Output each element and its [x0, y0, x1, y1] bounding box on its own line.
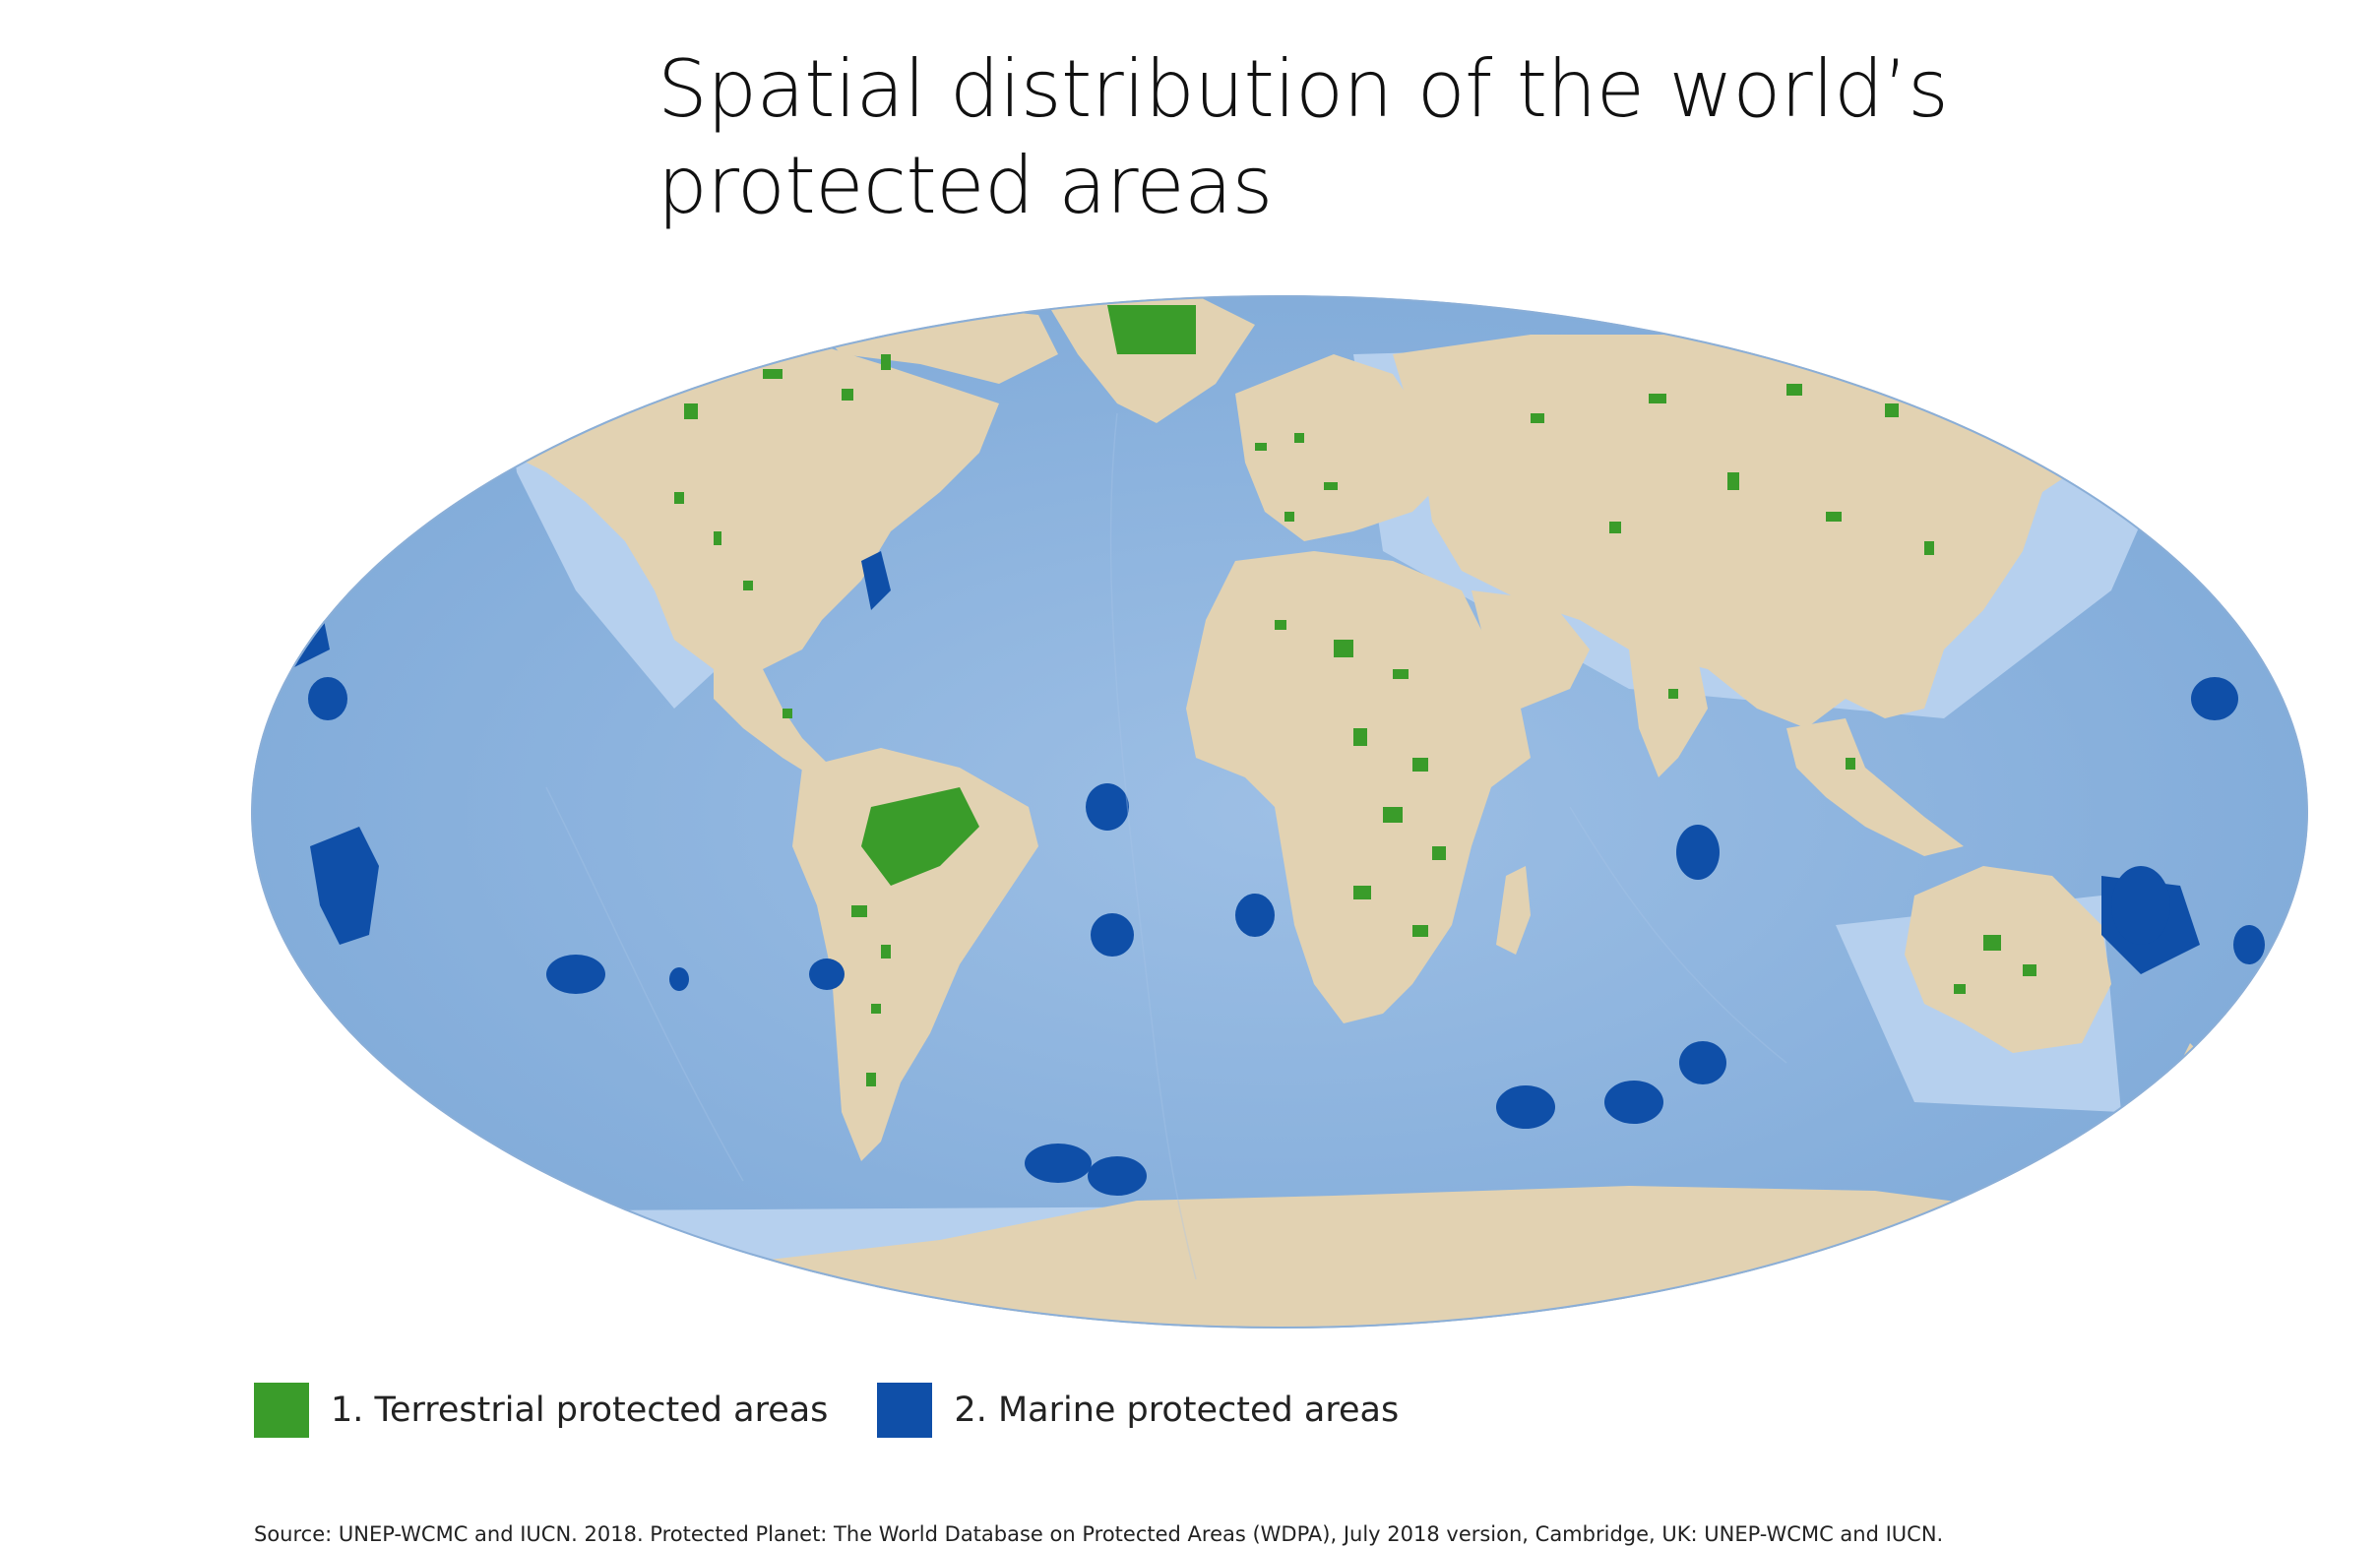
- terrestrial-area: [684, 403, 698, 419]
- terrestrial-area: [1649, 394, 1666, 403]
- terrestrial-area: [1393, 669, 1409, 679]
- land-australia: [1905, 866, 2111, 1053]
- terrestrial-area: [1383, 807, 1403, 823]
- marine-area: [1604, 1081, 1663, 1124]
- map-outline: [251, 295, 2308, 1329]
- world-map-svg: [251, 295, 2308, 1329]
- terrestrial-area: [2023, 964, 2036, 976]
- source-citation: Source: UNEP-WCMC and IUCN. 2018. Protec…: [254, 1522, 1944, 1546]
- terrestrial-area: [851, 905, 867, 917]
- land-southeast-asia: [1786, 718, 1964, 856]
- terrestrial-area: [743, 581, 753, 590]
- land-africa: [1186, 551, 1531, 1023]
- title-line-2: protected areas: [658, 140, 1273, 231]
- terrestrial-area: [1668, 689, 1678, 699]
- legend: 1. Terrestrial protected areas 2. Marine…: [254, 1383, 1448, 1438]
- terrestrial-area: [866, 1073, 876, 1086]
- terrestrial-area: [1727, 472, 1739, 490]
- marine-area: [809, 959, 845, 990]
- terrestrial-area: [1412, 925, 1428, 937]
- land-india: [1629, 649, 1708, 777]
- alaska-marine-area: [340, 413, 487, 492]
- marine-area: [1676, 825, 1720, 880]
- terrestrial-area: [1255, 443, 1267, 451]
- terrestrial-area: [1609, 522, 1621, 533]
- greenland-protected-area: [1107, 305, 1196, 354]
- terrestrial-area: [1846, 758, 1855, 770]
- marine-area: [2233, 925, 2265, 964]
- terrestrial-area: [674, 492, 684, 504]
- pacific-marine-area: [310, 827, 379, 945]
- marine-area: [1091, 913, 1134, 957]
- terrestrial-area: [1786, 384, 1802, 396]
- marine-area: [1496, 1085, 1555, 1129]
- terrestrial-area: [842, 389, 853, 401]
- title-line-1: Spatial distribution of the world’s: [658, 43, 1949, 135]
- antarctic-ross-marine-area: [428, 1210, 566, 1299]
- terrestrial-area: [1924, 541, 1934, 555]
- terrestrial-area: [1412, 758, 1428, 772]
- land-europe: [1235, 354, 1442, 541]
- marine-area: [1235, 894, 1275, 937]
- marine-area: [1025, 1144, 1092, 1183]
- terrestrial-area: [1954, 984, 1966, 994]
- marine-area: [2191, 677, 2238, 720]
- terrestrial-area: [1284, 512, 1294, 522]
- ocean-ridges: [545, 412, 1787, 1280]
- terrestrial-area: [1324, 482, 1338, 490]
- terrestrial-area: [1334, 640, 1353, 657]
- land-madagascar: [1496, 866, 1531, 955]
- terrestrial-area: [605, 384, 623, 394]
- terrestrial-area: [783, 709, 792, 718]
- world-map: [251, 295, 2308, 1329]
- terrestrial-area: [1983, 935, 2001, 951]
- terrestrial-area: [1353, 728, 1367, 746]
- land-greenland: [1048, 295, 1255, 423]
- marine-area: [1679, 1041, 1726, 1084]
- marine-area: [546, 955, 605, 994]
- legend-swatch-terrestrial: [254, 1383, 309, 1438]
- terrestrial-area: [1826, 512, 1842, 522]
- terrestrial-area: [871, 1004, 881, 1014]
- legend-item-marine: 2. Marine protected areas: [877, 1383, 1399, 1438]
- marine-area: [1086, 783, 1129, 831]
- legend-label-marine: 2. Marine protected areas: [954, 1391, 1400, 1430]
- land-south-america: [792, 748, 1038, 1161]
- terrestrial-area: [2180, 1073, 2192, 1088]
- marine-area: [308, 677, 347, 720]
- terrestrial-area: [1294, 433, 1304, 443]
- terrestrial-area: [763, 369, 783, 379]
- amazon-protected-areas: [861, 787, 979, 886]
- terrestrial-area: [881, 354, 891, 370]
- terrestrial-area: [1885, 403, 1899, 417]
- land-central-america: [714, 669, 832, 782]
- terrestrial-area: [714, 531, 721, 545]
- marine-area: [669, 967, 689, 991]
- marine-area: [2111, 866, 2170, 945]
- legend-item-terrestrial: 1. Terrestrial protected areas: [254, 1383, 828, 1438]
- legend-label-terrestrial: 1. Terrestrial protected areas: [331, 1391, 829, 1430]
- antarctic-east-marine-area: [1865, 1220, 2003, 1299]
- terrestrial-area: [1432, 846, 1446, 860]
- terrestrial-area: [1275, 620, 1286, 630]
- terrestrial-area: [1353, 886, 1371, 899]
- terrestrial-area: [881, 945, 891, 959]
- map-title: Spatial distribution of the world’s prot…: [658, 41, 2134, 234]
- terrestrial-area: [1531, 413, 1544, 423]
- land-asia: [1393, 335, 2101, 728]
- marine-area: [1088, 1156, 1147, 1196]
- caribbean-marine-area: [861, 551, 891, 610]
- legend-swatch-marine: [877, 1383, 933, 1438]
